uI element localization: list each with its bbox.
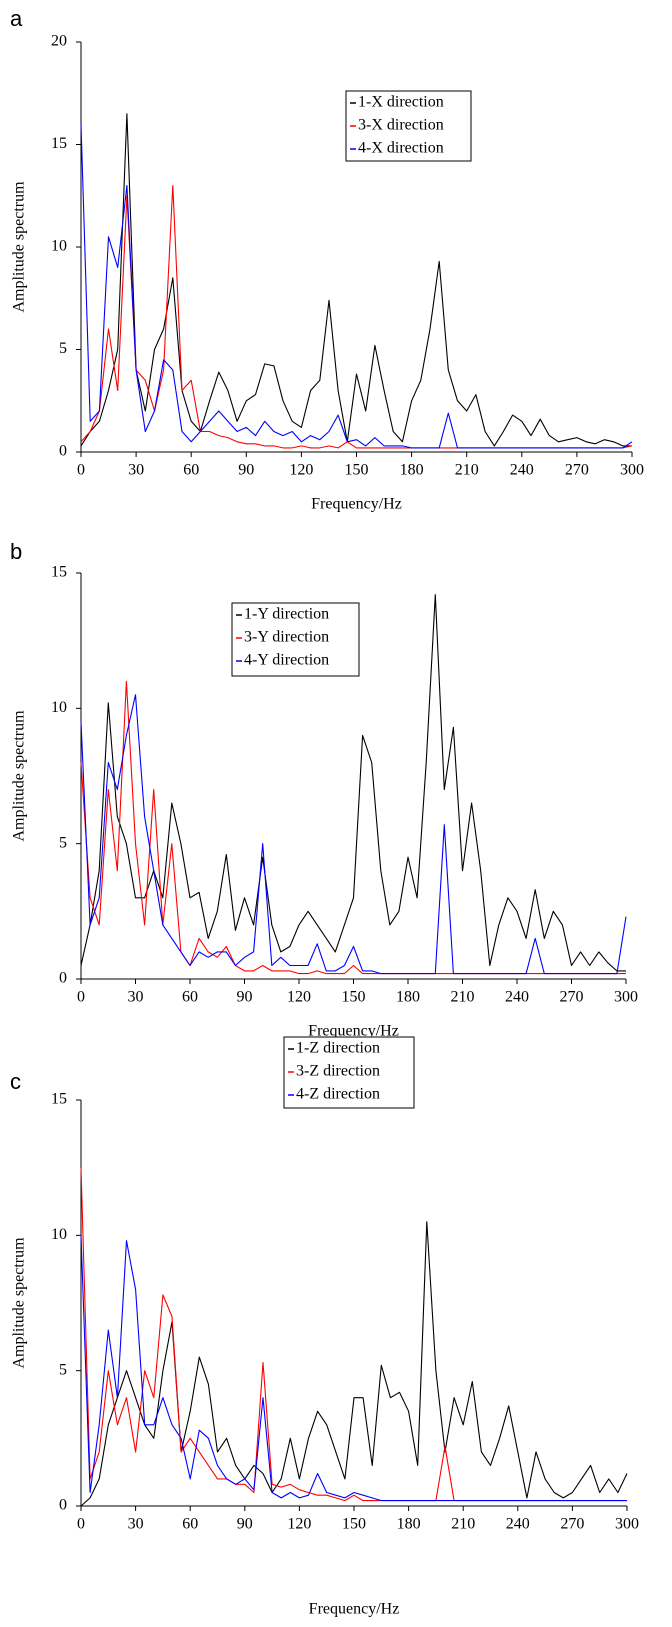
y-tick-label: 15 (51, 1091, 67, 1108)
legend-label: 4-Y direction (244, 652, 329, 669)
y-axis-label: Amplitude spectrum (11, 181, 28, 313)
y-tick-label: 15 (51, 564, 67, 581)
x-tick-label: 270 (560, 989, 584, 1006)
x-tick-label: 120 (287, 1516, 311, 1533)
x-tick-label: 180 (400, 462, 424, 479)
legend-label: 3-Z direction (296, 1063, 380, 1080)
series-line (80, 594, 626, 972)
x-tick-label: 30 (128, 989, 144, 1006)
y-tick-label: 5 (59, 1361, 67, 1378)
x-tick-label: 60 (183, 462, 199, 479)
x-tick-label: 90 (238, 462, 254, 479)
panel-label: b (10, 539, 22, 564)
x-tick-label: 240 (506, 1516, 530, 1533)
y-tick-label: 10 (51, 1226, 67, 1243)
y-tick-label: 0 (59, 970, 67, 987)
legend-label: 3-X direction (358, 117, 444, 134)
y-axis-label: Amplitude spectrum (11, 1237, 28, 1369)
y-tick-label: 0 (59, 443, 67, 460)
legend-label: 1-X direction (358, 94, 444, 111)
y-tick-label: 5 (59, 340, 67, 357)
y-tick-label: 10 (51, 699, 67, 716)
x-tick-label: 270 (565, 462, 589, 479)
x-tick-label: 90 (237, 1516, 253, 1533)
x-tick-label: 150 (342, 989, 366, 1006)
x-tick-label: 0 (77, 989, 85, 1006)
x-tick-label: 120 (289, 462, 313, 479)
x-tick-label: 180 (396, 989, 420, 1006)
y-tick-label: 20 (51, 33, 67, 50)
x-tick-label: 210 (451, 1516, 475, 1533)
x-tick-label: 90 (237, 989, 253, 1006)
series-line (80, 184, 633, 449)
chart-panel: a 0 5 10 15 20 0 30 60 90 120 150 180 210 240 270 300 Fre… (10, 6, 644, 513)
series-line (80, 113, 632, 447)
x-tick-label: 30 (128, 462, 144, 479)
x-tick-label: 270 (560, 1516, 584, 1533)
legend-label: 4-Z direction (296, 1086, 380, 1103)
y-tick-label: 10 (51, 238, 67, 255)
series-line (80, 1167, 627, 1502)
x-tick-label: 240 (510, 462, 534, 479)
x-tick-label: 300 (614, 989, 638, 1006)
series-line (80, 123, 633, 449)
legend-label: 1-Z direction (296, 1040, 380, 1057)
panel-label: c (10, 1069, 21, 1094)
legend-label: 1-Y direction (244, 606, 329, 623)
x-tick-label: 240 (505, 989, 529, 1006)
legend-box (345, 90, 472, 162)
x-tick-label: 210 (451, 989, 475, 1006)
legend-label: 4-X direction (358, 140, 444, 157)
x-tick-label: 0 (77, 1516, 85, 1533)
y-axis-label: Amplitude spectrum (11, 710, 28, 842)
y-tick-label: 0 (59, 1497, 67, 1514)
x-tick-label: 60 (182, 989, 198, 1006)
y-tick-label: 15 (51, 135, 67, 152)
x-axis-label: Frequency/Hz (308, 1023, 399, 1040)
series-line (80, 694, 627, 975)
x-tick-label: 180 (397, 1516, 421, 1533)
x-tick-label: 210 (455, 462, 479, 479)
x-tick-label: 300 (620, 462, 644, 479)
x-tick-label: 0 (77, 462, 85, 479)
x-tick-label: 150 (342, 1516, 366, 1533)
x-tick-label: 30 (128, 1516, 144, 1533)
legend-box (283, 1036, 415, 1109)
series-line (80, 680, 626, 975)
x-tick-label: 60 (182, 1516, 198, 1533)
x-axis-label: Frequency/Hz (309, 1601, 400, 1618)
x-tick-label: 300 (615, 1516, 639, 1533)
panel-label: a (10, 6, 23, 31)
x-tick-label: 120 (287, 989, 311, 1006)
y-tick-label: 5 (59, 834, 67, 851)
legend-box (231, 602, 360, 677)
series-line (80, 1221, 628, 1507)
legend-label: 3-Y direction (244, 629, 329, 646)
series-line (80, 1235, 627, 1502)
x-axis-label: Frequency/Hz (311, 496, 402, 513)
x-tick-label: 150 (345, 462, 369, 479)
